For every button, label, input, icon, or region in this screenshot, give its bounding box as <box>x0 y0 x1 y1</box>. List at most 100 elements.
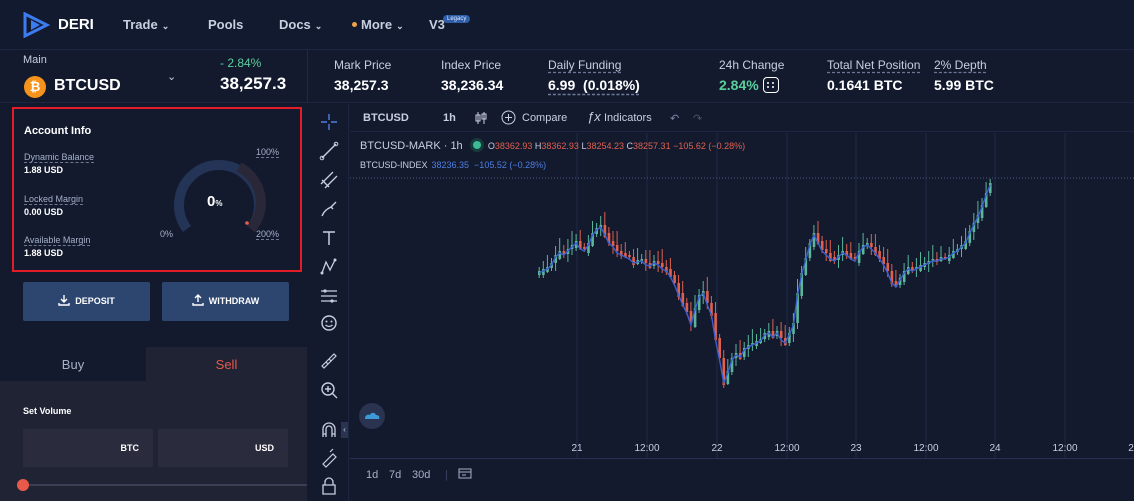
chevron-down-icon[interactable]: ⌄ <box>167 71 177 83</box>
legend-index-values: 38236.35 −105.52 (−0.28%) <box>431 160 547 170</box>
candle-body <box>751 343 754 345</box>
lock-drawing-icon[interactable] <box>319 448 339 468</box>
brand-name[interactable]: DERI <box>58 16 94 33</box>
symbol-selector[interactable]: BTCUSD <box>54 77 121 94</box>
candle-body <box>595 228 598 234</box>
candle-body <box>554 255 557 263</box>
zoom-in-icon[interactable] <box>319 380 339 400</box>
redo-icon[interactable]: ↷ <box>693 113 703 125</box>
timeframe-7d[interactable]: 7d <box>389 469 402 481</box>
candle-body <box>816 233 820 244</box>
candle-body <box>894 281 898 287</box>
candle-body <box>804 258 808 275</box>
candle-body <box>624 253 627 257</box>
date-range-icon[interactable] <box>458 467 472 480</box>
dynamic-balance-label[interactable]: Dynamic Balance <box>24 152 95 162</box>
candle-body <box>607 233 611 243</box>
candle-style-icon[interactable] <box>475 111 487 125</box>
nav-docs[interactable]: Docs ⌄ <box>279 17 322 32</box>
locked-margin-label[interactable]: Locked Margin <box>24 194 84 204</box>
volume-slider-track[interactable] <box>22 484 307 486</box>
indicators-icon[interactable]: ƒx <box>587 109 601 124</box>
stat-value: 5.99 BTC <box>934 77 994 93</box>
lock-icon[interactable] <box>319 476 339 496</box>
pattern-tool-icon[interactable] <box>319 257 339 277</box>
x-tick-label: 2 <box>1128 443 1134 454</box>
candle-body <box>820 241 824 250</box>
withdraw-button[interactable]: WITHDRAW <box>162 282 289 321</box>
available-margin-label[interactable]: Available Margin <box>24 235 91 245</box>
text-tool-icon[interactable] <box>319 228 339 248</box>
tab-buy[interactable]: Buy <box>0 347 146 381</box>
candle-body <box>697 295 701 310</box>
trend-line-icon[interactable] <box>319 141 339 161</box>
nav-more-label: More <box>361 17 393 32</box>
candle-body <box>714 313 717 340</box>
tradingview-logo-icon[interactable] <box>359 403 385 429</box>
stat-value: 6.99 (0.018%) <box>548 77 640 93</box>
set-volume-label: Set Volume <box>23 406 72 416</box>
legend-mark-title: BTCUSD-MARK · 1h <box>360 140 463 152</box>
timeframe-1d[interactable]: 1d <box>366 469 379 481</box>
volume-btc-input[interactable]: BTC <box>23 429 153 467</box>
last-price: 38,257.3 <box>220 74 287 93</box>
stat-label: Total Net Position <box>827 58 921 72</box>
dynamic-balance: Dynamic Balance 1.88 USD <box>24 152 94 175</box>
available-margin: Available Margin 1.88 USD <box>24 235 90 258</box>
collapse-toolbar-icon[interactable]: ‹ <box>341 422 348 438</box>
legacy-badge: Legacy <box>443 15 471 23</box>
stat-label: Mark Price <box>334 58 392 72</box>
deposit-button[interactable]: DEPOSIT <box>23 282 150 321</box>
candle-body <box>853 257 857 259</box>
divider <box>307 50 308 103</box>
candle-body <box>952 251 955 258</box>
candle-body <box>644 259 648 263</box>
compare-button[interactable]: Compare <box>522 112 568 124</box>
candle-body <box>882 257 885 264</box>
add-compare-icon[interactable] <box>501 110 516 125</box>
nav-pools[interactable]: Pools <box>208 17 243 32</box>
interval-selector[interactable]: 1h <box>443 112 456 124</box>
stat-label: Index Price <box>441 58 502 72</box>
x-tick-label: 21 <box>571 443 583 454</box>
candle-body <box>579 241 582 249</box>
volume-slider-handle[interactable] <box>17 479 29 491</box>
price-change: - 2.84% <box>220 56 262 70</box>
nav-v3[interactable]: V3 <box>429 17 445 32</box>
stat-label: 24h Change <box>719 58 785 72</box>
stat-daily-funding[interactable]: Daily Funding 6.99 (0.018%) <box>548 58 640 93</box>
candle-body <box>587 243 590 253</box>
candle-body <box>792 323 795 334</box>
x-axis <box>350 458 1134 459</box>
nav-trade[interactable]: Trade ⌄ <box>123 17 169 32</box>
undo-icon[interactable]: ↶ <box>670 113 680 125</box>
smile-icon[interactable] <box>319 313 339 333</box>
nav-more[interactable]: More ⌄ <box>352 17 404 32</box>
candle-body <box>681 293 685 306</box>
ruler-icon[interactable] <box>319 351 339 371</box>
candle-body <box>911 267 914 270</box>
stat-depth[interactable]: 2% Depth 5.99 BTC <box>934 58 994 93</box>
crosshair-icon[interactable] <box>319 112 339 132</box>
divider: | <box>445 469 448 481</box>
deri-logo-icon[interactable] <box>22 12 50 38</box>
chart-symbol[interactable]: BTCUSD <box>363 112 409 124</box>
magnet-icon[interactable] <box>319 420 339 440</box>
indicators-button[interactable]: Indicators <box>604 112 652 124</box>
stat-total-net-position[interactable]: Total Net Position 0.1641 BTC <box>827 58 920 93</box>
sentiment-icon[interactable] <box>762 77 779 93</box>
stat-value: 0.1641 BTC <box>827 77 903 93</box>
sell-form: Set Volume BTC USD <box>0 381 307 501</box>
notification-dot-icon <box>352 22 357 27</box>
price-chart[interactable] <box>350 133 1134 458</box>
volume-usd-input[interactable]: USD <box>158 429 288 467</box>
brush-icon[interactable] <box>319 199 339 219</box>
prediction-tool-icon[interactable] <box>319 286 339 306</box>
candle-body <box>812 233 816 247</box>
fib-tool-icon[interactable] <box>319 170 339 190</box>
timeframe-30d[interactable]: 30d <box>412 469 431 481</box>
margin-gauge <box>174 160 266 233</box>
candle-body <box>833 257 836 261</box>
candle-body <box>976 215 980 223</box>
tab-sell[interactable]: Sell <box>146 347 307 381</box>
